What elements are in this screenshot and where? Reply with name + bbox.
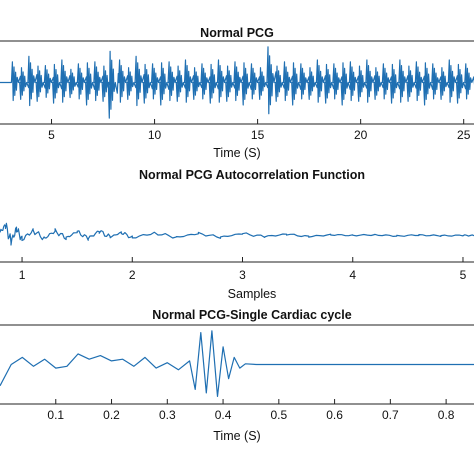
panel3-title: Normal PCG-Single Cardiac cycle xyxy=(152,308,351,322)
panel1-series-line xyxy=(0,46,474,119)
panel-autocorrelation: Normal PCG Autocorrelation Function 1 2 3 4… xyxy=(0,168,474,301)
panel1-axes xyxy=(0,40,474,125)
panel1-xlabel: Time (S) xyxy=(213,146,260,160)
panel3-tick-label: 0.7 xyxy=(382,408,399,422)
panel3-tick-label: 0.3 xyxy=(159,408,176,422)
panel1-x-ticks: 5 10 15 20 25 xyxy=(0,82,471,142)
panel1-title: Normal PCG xyxy=(200,26,274,40)
panel-normal-pcg: Normal PCG 5 10 15 20 25 Time (S) xyxy=(0,26,474,160)
panel-single-cycle: Normal PCG-Single Cardiac cycle 0.1 0.2 0.… xyxy=(0,308,474,443)
panel2-tick-label: 3 xyxy=(239,268,246,282)
panel3-xlabel: Time (S) xyxy=(213,429,260,443)
panel1-tick-label: 25 xyxy=(457,128,471,142)
panel1-tick-label: 10 xyxy=(148,128,162,142)
panel2-x-ticks: 1 2 3 4 5 xyxy=(19,257,467,282)
panel3-tick-label: 0.4 xyxy=(215,408,232,422)
panel1-tick-label: 5 xyxy=(48,128,55,142)
panel3-tick-label: 0.6 xyxy=(326,408,343,422)
panel3-tick-label: 0.1 xyxy=(47,408,64,422)
panel2-tick-label: 2 xyxy=(129,268,136,282)
panel2-tick-label: 4 xyxy=(349,268,356,282)
panel3-series-line xyxy=(0,330,474,397)
panel3-tick-label: 0.5 xyxy=(270,408,287,422)
panel2-tick-label: 1 xyxy=(19,268,26,282)
panel1-tick-label: 15 xyxy=(251,128,265,142)
panel1-tick-label: 20 xyxy=(354,128,368,142)
panel3-x-ticks: 0.1 0.2 0.3 0.4 0.5 0.6 0.7 0.8 xyxy=(47,399,455,422)
panel3-axes xyxy=(0,324,474,405)
panel3-tick-label: 0.2 xyxy=(103,408,120,422)
panel2-tick-label: 5 xyxy=(460,268,467,282)
panel2-title: Normal PCG Autocorrelation Function xyxy=(139,168,365,182)
panel3-tick-label: 0.8 xyxy=(438,408,455,422)
panel2-series-line xyxy=(0,222,474,246)
panel2-xlabel: Samples xyxy=(228,287,277,301)
